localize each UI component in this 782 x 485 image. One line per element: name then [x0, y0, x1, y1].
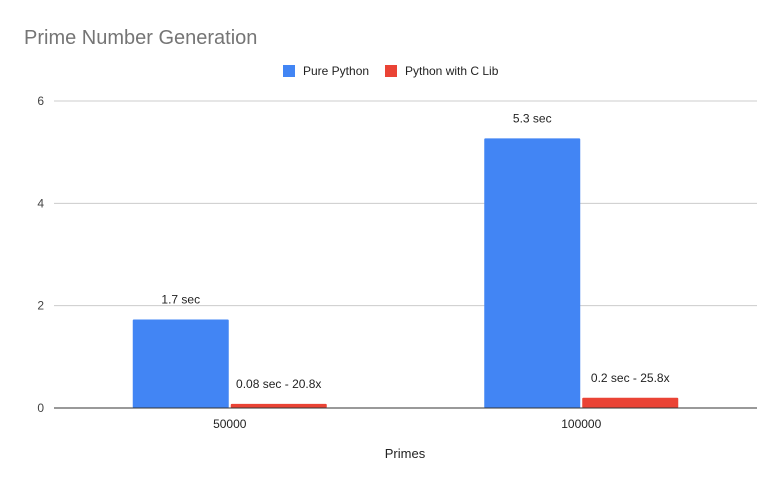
x-category-label: 50000	[213, 417, 247, 431]
y-tick-label: 4	[37, 196, 44, 210]
legend-swatch-c-lib	[385, 65, 397, 77]
data-label-pure-python-100000: 5.3 sec	[513, 111, 552, 125]
data-label-c-lib-100000: 0.2 sec - 25.8x	[591, 371, 670, 385]
chart-title: Prime Number Generation	[24, 27, 257, 49]
y-tick-label: 2	[37, 299, 44, 313]
x-axis-label: Primes	[385, 446, 426, 461]
x-axis-categories: 50000 100000	[213, 417, 602, 431]
legend-swatch-pure-python	[283, 65, 295, 77]
legend-label-c-lib: Python with C Lib	[405, 64, 499, 78]
y-axis-ticks: 0 2 4 6	[37, 94, 44, 415]
bar-pure-python-50000	[132, 319, 229, 408]
bar-pure-python-100000	[484, 138, 581, 408]
y-tick-label: 6	[37, 94, 44, 108]
bars	[132, 138, 679, 408]
data-label-c-lib-50000: 0.08 sec - 20.8x	[236, 377, 321, 391]
bar-c-lib-50000	[230, 403, 327, 408]
data-labels: 1.7 sec 0.08 sec - 20.8x 5.3 sec 0.2 sec - …	[161, 111, 669, 391]
bar-c-lib-100000	[582, 397, 679, 408]
gridlines	[54, 100, 757, 307]
legend-label-pure-python: Pure Python	[303, 64, 369, 78]
y-tick-label: 0	[37, 401, 44, 415]
x-category-label: 100000	[561, 417, 601, 431]
data-label-pure-python-50000: 1.7 sec	[161, 292, 200, 306]
legend: Pure Python Python with C Lib	[283, 64, 499, 78]
